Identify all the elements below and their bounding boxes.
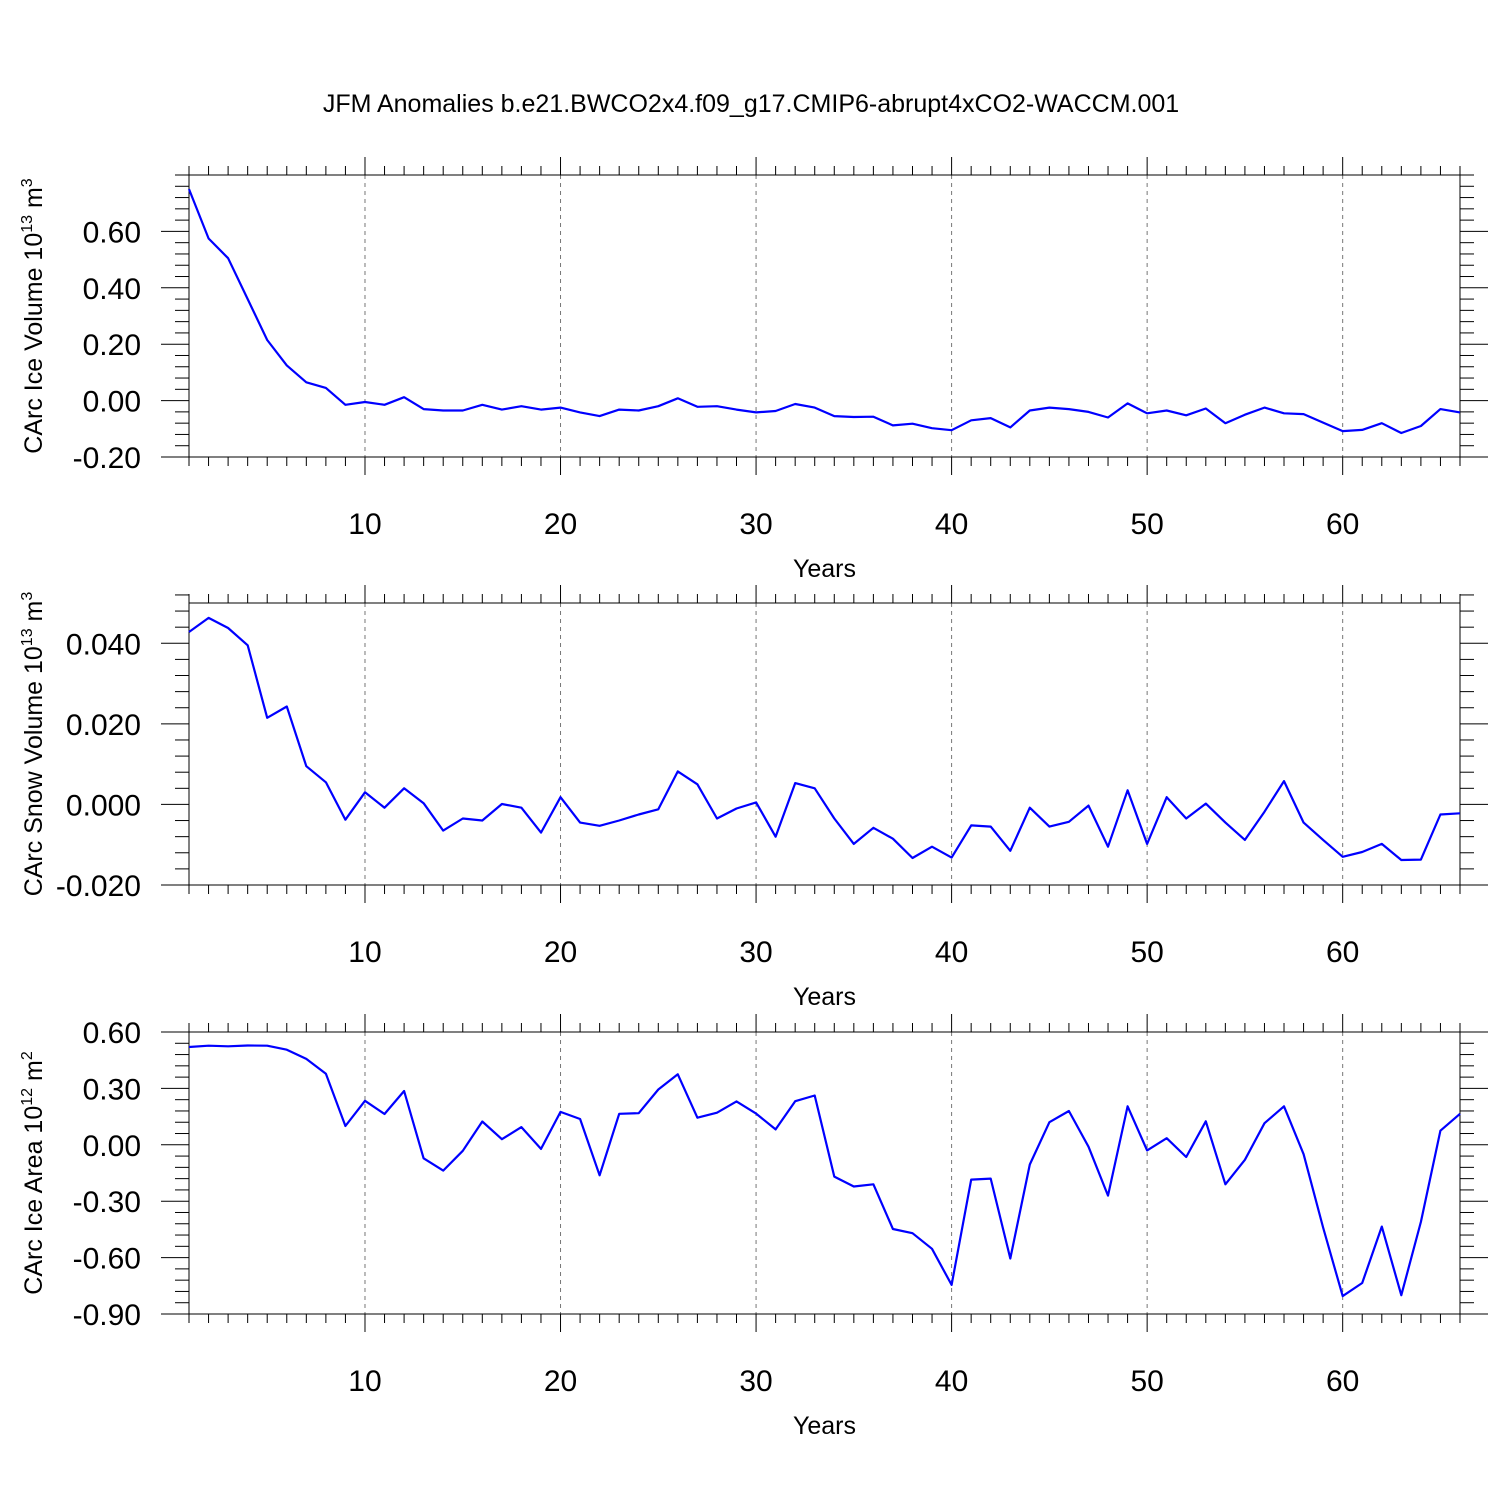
plot-frame bbox=[188, 174, 1461, 458]
y-axis-title-exponent: 13 bbox=[19, 628, 36, 646]
x-axis-title: Years bbox=[793, 983, 856, 1011]
series-line bbox=[188, 616, 1461, 862]
y-tick-label: -0.90 bbox=[73, 1299, 141, 1332]
y-tick-label: 0.40 bbox=[83, 273, 141, 306]
y-axis-title: CArc Ice Area 1012 m2 bbox=[19, 1051, 48, 1295]
x-tick-label: 20 bbox=[544, 1365, 577, 1398]
y-tick-label: 0.60 bbox=[83, 1017, 141, 1050]
x-axis-title: Years bbox=[793, 1412, 856, 1440]
x-tick-label: 60 bbox=[1326, 1365, 1359, 1398]
x-tick-label: 30 bbox=[739, 936, 772, 969]
x-tick-label: 30 bbox=[739, 1365, 772, 1398]
y-tick-label: 0.040 bbox=[66, 628, 141, 661]
x-tick-label: 60 bbox=[1326, 508, 1359, 541]
plot-frame bbox=[188, 1031, 1461, 1315]
x-tick-label: 20 bbox=[544, 936, 577, 969]
y-axis-title: CArc Ice Volume 1013 m3 bbox=[19, 178, 48, 454]
x-tick-label: 10 bbox=[348, 936, 381, 969]
y-tick-label: -0.60 bbox=[73, 1243, 141, 1276]
panel-1: 10 20 30 40 50 60 -0.20 0.00 0.20 0.40 0.60 Years CA… bbox=[19, 157, 1488, 583]
x-tick-label: 40 bbox=[935, 1365, 968, 1398]
y-axis-title-text: CArc Ice Area 10 bbox=[20, 1106, 48, 1295]
y-tick-label: -0.20 bbox=[73, 442, 141, 475]
x-tick-label: 20 bbox=[544, 508, 577, 541]
y-tick-label: -0.020 bbox=[56, 870, 141, 903]
x-tick-label: 50 bbox=[1130, 508, 1163, 541]
x-tick-label: 10 bbox=[348, 508, 381, 541]
x-axis-title: Years bbox=[793, 555, 856, 583]
y-axis-title-unit-exponent: 3 bbox=[19, 592, 36, 601]
series-line bbox=[188, 1044, 1461, 1298]
x-tick-label: 10 bbox=[348, 1365, 381, 1398]
y-axis-title-unit: m bbox=[20, 1060, 48, 1088]
y-axis-title-unit-exponent: 3 bbox=[19, 178, 36, 187]
y-tick-label: 0.000 bbox=[66, 789, 141, 822]
series-line bbox=[187, 188, 1461, 435]
x-tick-label: 60 bbox=[1326, 936, 1359, 969]
x-tick-label: 40 bbox=[935, 936, 968, 969]
x-tick-label: 50 bbox=[1130, 1365, 1163, 1398]
y-axis-title-text: CArc Ice Volume 10 bbox=[20, 233, 48, 454]
y-axis-title-unit: m bbox=[20, 187, 48, 215]
y-axis-title-text: CArc Snow Volume 10 bbox=[20, 646, 48, 896]
panel-2: 10 20 30 40 50 60 -0.020 0.000 0.020 0.040 Years CA… bbox=[19, 585, 1488, 1011]
figure-title: JFM Anomalies b.e21.BWCO2x4.f09_g17.CMIP… bbox=[323, 90, 1179, 118]
panels: 10 20 30 40 50 60 -0.20 0.00 0.20 0.40 0.60 Years CA… bbox=[19, 157, 1488, 1440]
panel-3: 10 20 30 40 50 60 -0.90 -0.60 -0.30 0.00 0.30 0.60 Y… bbox=[19, 1014, 1488, 1440]
y-tick-label: -0.30 bbox=[73, 1186, 141, 1219]
y-axis-title-exponent: 12 bbox=[19, 1088, 36, 1106]
x-tick-label: 40 bbox=[935, 508, 968, 541]
y-axis-title-unit-exponent: 2 bbox=[19, 1051, 36, 1060]
y-axis-title-unit: m bbox=[20, 601, 48, 629]
y-tick-label: 0.00 bbox=[83, 1130, 141, 1163]
plot-frame bbox=[188, 602, 1461, 886]
y-tick-label: 0.20 bbox=[83, 329, 141, 362]
y-tick-label: 0.00 bbox=[83, 386, 141, 419]
x-tick-label: 30 bbox=[739, 508, 772, 541]
x-tick-label: 50 bbox=[1130, 936, 1163, 969]
y-tick-label: 0.30 bbox=[83, 1073, 141, 1106]
y-tick-label: 0.60 bbox=[83, 216, 141, 249]
y-tick-label: 0.020 bbox=[66, 709, 141, 742]
y-axis-title: CArc Snow Volume 1013 m3 bbox=[19, 592, 48, 897]
y-axis-title-exponent: 13 bbox=[19, 215, 36, 233]
